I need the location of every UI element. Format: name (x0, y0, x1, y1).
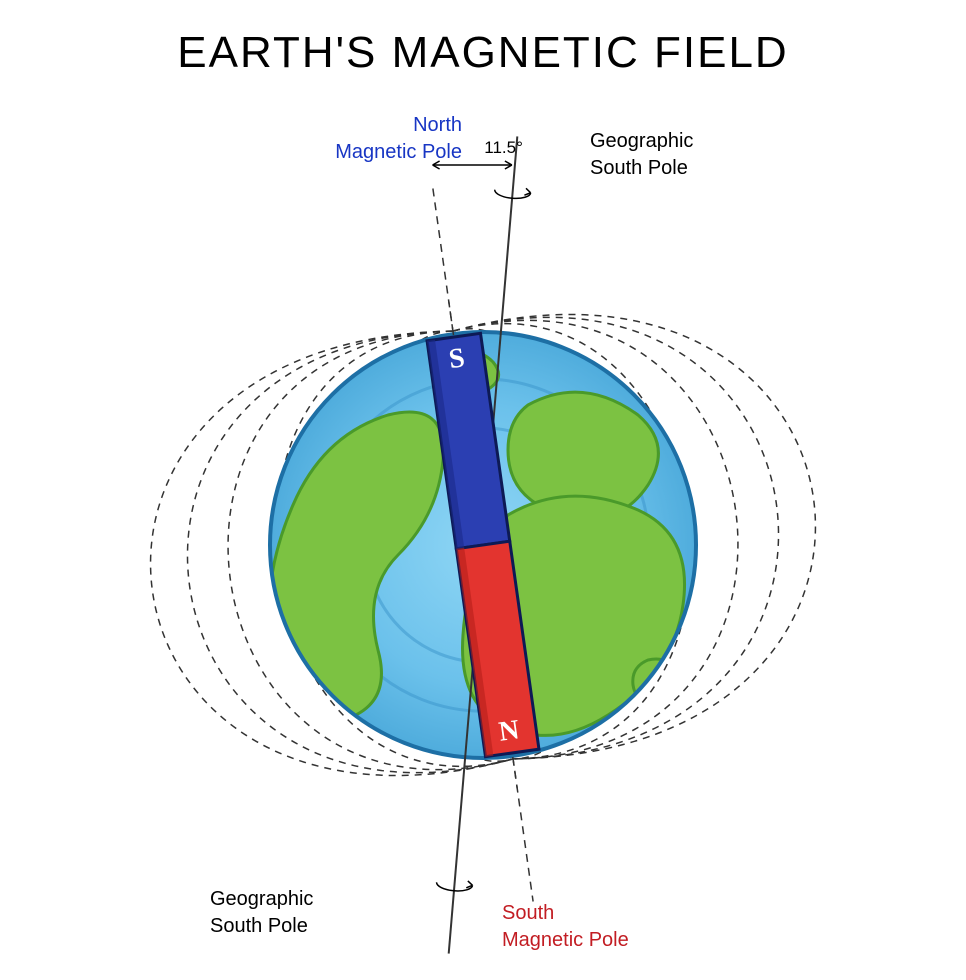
earth-magnetic-field-diagram: SN (0, 0, 966, 980)
tilt-angle-label: 11.5° (484, 137, 523, 160)
north-magnetic-pole-label: North Magnetic Pole (312, 112, 462, 166)
geographic-north-label: Geographic South Pole (590, 128, 693, 182)
svg-text:N: N (497, 714, 521, 748)
geographic-south-label: Geographic South Pole (210, 886, 313, 940)
south-magnetic-pole-label: South Magnetic Pole (502, 900, 629, 954)
